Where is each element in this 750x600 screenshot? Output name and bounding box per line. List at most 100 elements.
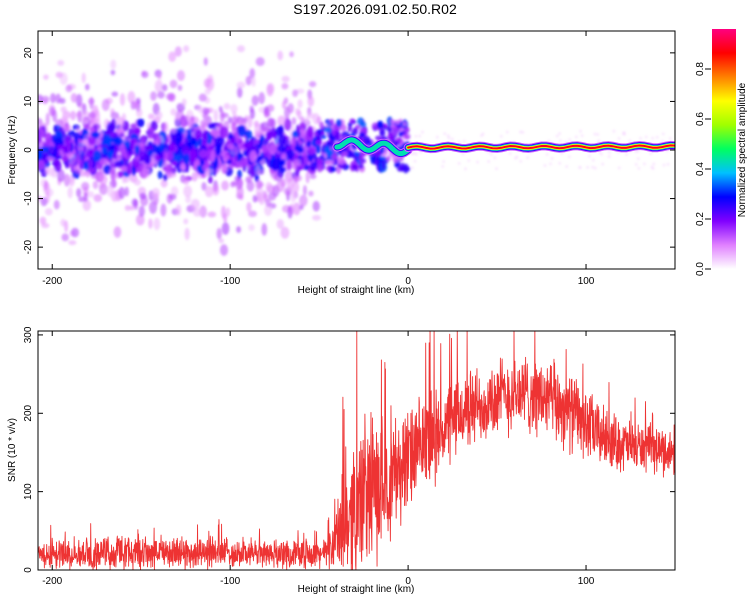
spectrogram-cell — [601, 162, 604, 166]
spectrogram-cell — [500, 135, 503, 138]
spectrogram-cell — [177, 84, 183, 91]
spectrogram-cell — [249, 150, 257, 163]
y-tick-label: 100 — [23, 483, 34, 500]
spectrogram-cell — [202, 132, 208, 145]
spectrogram-cell — [157, 170, 163, 180]
colorbar-tick-label: 0.4 — [695, 162, 706, 176]
spectrogram-cell — [299, 204, 304, 211]
spectrogram-cell — [53, 159, 62, 173]
spectrogram-cell — [240, 157, 249, 167]
spectrogram-cell — [55, 71, 63, 78]
spectrogram-cell — [110, 111, 120, 120]
spectrogram-cell — [521, 131, 525, 134]
spectrogram-cell — [441, 165, 444, 168]
spectrogram-cell — [167, 172, 177, 178]
spectrogram-cell — [635, 163, 638, 166]
spectrogram-cell — [71, 158, 79, 167]
spectrogram-cell — [221, 205, 226, 219]
spectrogram-cell — [126, 150, 133, 157]
spectrogram-cell — [141, 70, 149, 79]
spectrogram-cell — [124, 204, 131, 211]
spectrogram-cell — [493, 156, 497, 160]
spectrogram-cell — [612, 130, 616, 133]
spectrogram-cell — [53, 199, 60, 210]
spectrogram-cell — [399, 165, 404, 172]
spectrogram-cell — [277, 50, 284, 61]
x-tick-label: -100 — [220, 576, 240, 587]
spectrogram-cell — [87, 191, 95, 198]
spectrogram-cell — [297, 99, 303, 109]
colorbar-ticks: 0.0 0.2 0.4 0.6 0.8 — [695, 62, 711, 276]
spectrogram-cell — [349, 118, 356, 124]
spectrogram-cell — [297, 109, 302, 120]
spectrogram-cell — [148, 218, 153, 229]
spectrogram-cell — [545, 153, 549, 156]
x-tick-label: 100 — [578, 276, 595, 287]
spectrogram-cell — [443, 132, 446, 135]
x-tick-label: -200 — [42, 576, 62, 587]
spectrogram-cell — [274, 172, 284, 182]
spectrogram-cell — [596, 133, 599, 136]
spectrogram-cell — [395, 137, 403, 143]
spectrogram-cell — [649, 152, 652, 155]
spectrogram-cell — [190, 137, 197, 146]
spectrogram-cell — [221, 180, 229, 191]
spectrogram-cell — [203, 57, 208, 66]
spectrogram-cell — [256, 155, 263, 162]
spectrogram-cell — [133, 178, 141, 186]
spectrogram-ridge — [332, 135, 675, 159]
spectrogram-cell — [285, 149, 295, 159]
spectrogram-cell — [160, 203, 167, 217]
spectrogram-cell — [275, 126, 284, 137]
spectrogram-cell — [251, 95, 259, 106]
spectrogram-cell — [652, 162, 656, 166]
spectrogram-cell — [594, 166, 597, 170]
y-tick-label: 300 — [23, 326, 34, 343]
spectrogram-cell — [447, 134, 450, 137]
spectrogram-cell — [579, 130, 582, 133]
x-tick-label: -200 — [42, 276, 62, 287]
spectrogram-cell — [564, 140, 568, 144]
spectrogram-cell — [354, 152, 361, 158]
spectrogram-cell — [225, 207, 231, 217]
spectrogram-cell — [77, 141, 84, 155]
spectrogram-cell — [379, 129, 386, 137]
spectrogram-cell — [277, 115, 286, 127]
snr-x-ticks: -200 -100 0 100 — [42, 331, 595, 587]
spectrogram-cell — [154, 79, 163, 93]
spectrogram-cell — [219, 244, 229, 256]
spectrogram-cell — [157, 73, 162, 80]
spectrogram-cell — [591, 165, 594, 169]
spectrogram-cell — [476, 160, 479, 164]
spectrogram-cell — [398, 131, 404, 138]
spectrogram-cell — [265, 198, 271, 207]
spectrogram-cell — [249, 164, 256, 178]
spectrogram-cell — [265, 181, 272, 192]
spectrogram-cell — [207, 211, 217, 218]
spectrogram-cell — [183, 218, 189, 225]
spectrogram-cell — [160, 179, 168, 188]
spectrogram-cell — [113, 226, 122, 238]
spectrogram-cell — [81, 182, 90, 191]
spectrogram-cell — [385, 125, 393, 132]
spectrogram-cell — [292, 202, 301, 216]
spectrogram-cell — [230, 104, 238, 114]
spectrogram-cell — [575, 135, 578, 139]
spectrogram-cell — [259, 134, 265, 142]
colorbar-label: Normalized spectral amplitude — [737, 82, 748, 217]
spectrogram-cell — [514, 157, 517, 160]
spectrogram-cell — [48, 146, 55, 156]
spectrogram-cell — [221, 222, 230, 235]
colorbar-tick-label: 0.0 — [695, 262, 706, 276]
spectrogram-cell — [170, 160, 177, 166]
spectrogram-cell — [333, 157, 339, 165]
spectrogram-cell — [358, 163, 364, 170]
spectrogram-cell — [490, 153, 493, 156]
spectrogram-cell — [376, 120, 384, 130]
spectrogram-cell — [457, 162, 461, 165]
spectrogram-cell — [84, 83, 90, 91]
spectrogram-cell — [617, 137, 621, 140]
spectrogram-cell — [216, 227, 222, 240]
spectrogram-cell — [165, 163, 174, 170]
spectrogram-cell — [318, 154, 325, 160]
